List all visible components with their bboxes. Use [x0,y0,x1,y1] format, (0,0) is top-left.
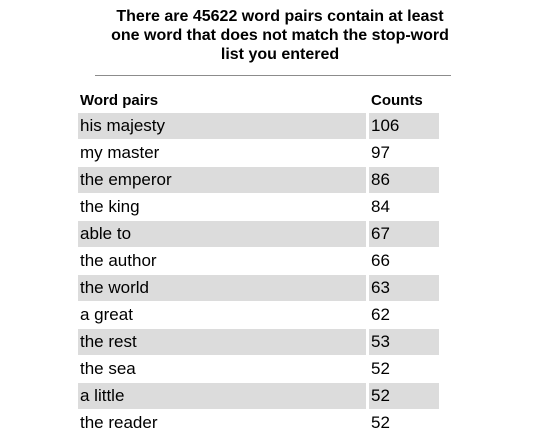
table-row: the rest 53 [78,329,439,355]
word-pair-cell: the author [80,251,157,270]
heading-divider [95,75,451,76]
count-cell: 97 [371,143,390,162]
heading-line-3: list you entered [220,46,340,63]
table-row: his majesty 106 [78,113,439,139]
word-pair-cell: able to [78,221,366,247]
count-cell: 84 [371,197,390,216]
table-row: my master 97 [78,140,439,166]
heading-line-2: one word that does not match the stop-wo… [111,27,449,44]
table-row: the king 84 [78,194,439,220]
table-row: the emperor 86 [78,167,439,193]
count-cell: 53 [369,329,439,355]
count-cell: 86 [369,167,439,193]
word-pair-cell: the world [78,275,366,301]
table-row: a little 52 [78,383,439,409]
word-pair-cell: the rest [78,329,366,355]
word-pair-cell: the emperor [78,167,366,193]
table-row: a great 62 [78,302,439,328]
word-pair-cell: his majesty [78,113,366,139]
count-cell: 66 [371,251,390,270]
word-pairs-table: Word pairs Counts his majesty 106 my mas… [75,88,442,437]
count-cell: 67 [369,221,439,247]
table-row: the world 63 [78,275,439,301]
count-cell: 52 [371,413,390,432]
table-header-row: Word pairs Counts [78,89,439,112]
count-cell: 52 [371,359,390,378]
word-pair-cell: the king [80,197,140,216]
count-cell: 62 [371,305,390,324]
heading-line-1: There are 45622 word pairs contain at le… [116,8,444,25]
count-cell: 63 [369,275,439,301]
count-cell: 52 [369,383,439,409]
word-pair-cell: a great [80,305,133,324]
results-summary-heading: There are 45622 word pairs contain at le… [70,7,490,64]
word-pair-cell: the reader [80,413,158,432]
column-header-word-pairs: Word pairs [80,92,159,109]
word-pair-cell: my master [80,143,160,162]
word-pair-cell: a little [78,383,366,409]
column-header-counts: Counts [371,92,423,109]
table-row: the author 66 [78,248,439,274]
table-row: the reader 52 [78,410,439,436]
word-pair-cell: the sea [80,359,136,378]
table-row: able to 67 [78,221,439,247]
count-cell: 106 [369,113,439,139]
table-row: the sea 52 [78,356,439,382]
